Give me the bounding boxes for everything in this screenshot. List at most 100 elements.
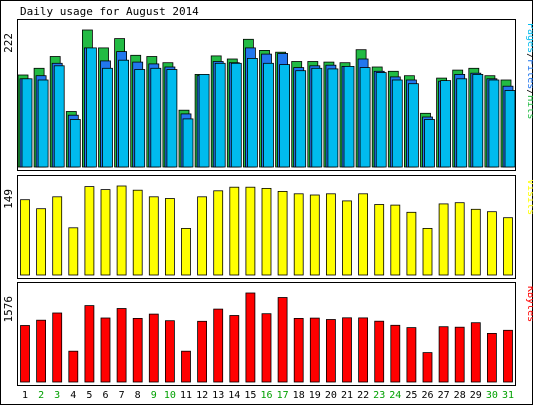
bar-pages-day-5 [86,47,97,168]
bar-kbytes-day-13 [213,308,224,383]
bar-pages-day-18 [295,70,307,168]
bar-kbytes-day-22 [358,317,369,383]
day-label-21: 21 [341,390,353,401]
bar-kbytes-day-7 [116,308,127,383]
bar-pages-day-24 [391,79,403,168]
bar-pages-day-16 [263,62,274,168]
bar-kbytes-day-2 [36,319,46,383]
bar-kbytes-day-17 [277,297,288,383]
ylabel-part-3: / [525,89,533,95]
bar-pages-day-9 [150,67,162,168]
bar-visits-day-11 [181,227,191,276]
ylabel-part-0: Pages [525,23,533,53]
bar-kbytes-day-18 [293,317,304,383]
bar-visits-day-30 [486,211,497,276]
bar-kbytes-day-10 [164,320,175,383]
bar-pages-day-21 [343,66,355,168]
panel-frame-kbytes [17,282,516,386]
day-label-2: 2 [38,390,44,401]
day-label-3: 3 [54,390,60,401]
bar-pages-day-7 [118,59,129,168]
day-label-13: 13 [212,390,224,401]
bar-pages-day-23 [375,72,387,168]
day-label-11: 11 [180,390,192,401]
bar-kbytes-day-29 [470,322,481,383]
bar-visits-day-3 [52,196,63,276]
bar-kbytes-day-25 [406,327,417,383]
bar-kbytes-day-11 [181,350,191,383]
ylabel-part-2: Files [525,59,533,89]
bar-pages-day-8 [134,69,146,168]
bar-visits-day-19 [309,194,320,276]
day-label-12: 12 [196,390,208,401]
bar-pages-day-22 [359,67,371,168]
bar-visits-day-14 [229,186,240,276]
day-label-31: 31 [502,390,514,401]
bar-visits-day-21 [342,200,352,276]
bar-visits-day-27 [438,203,449,276]
bar-pages-day-31 [504,90,516,168]
bar-pages-day-20 [327,68,339,168]
ylabel-hits-files-pages: Pages/Files/Hits [525,23,533,119]
day-label-9: 9 [151,390,157,401]
day-label-28: 28 [454,390,466,401]
bar-kbytes-day-1 [20,325,30,383]
bar-kbytes-day-26 [422,352,433,383]
bar-kbytes-day-16 [261,313,272,383]
bar-pages-day-19 [311,67,323,168]
bar-pages-day-14 [230,62,242,168]
bar-visits-day-20 [325,193,336,276]
day-label-16: 16 [260,390,272,401]
bar-visits-day-26 [422,227,433,276]
day-label-18: 18 [293,390,305,401]
bar-visits-day-8 [132,189,143,276]
ylabel-kbytes: KBytes [525,286,533,322]
day-label-7: 7 [119,390,125,401]
bar-kbytes-day-5 [84,305,95,383]
chart-title: Daily usage for August 2014 [20,5,199,18]
ylabel-part-0: Visits [525,179,533,215]
bar-kbytes-day-4 [68,350,79,383]
bar-pages-day-13 [214,62,226,168]
bar-kbytes-day-12 [197,320,208,383]
day-label-1: 1 [22,390,28,401]
day-label-29: 29 [470,390,482,401]
ylabel-part-4: Hits [525,95,533,119]
bar-visits-day-5 [84,186,95,276]
bar-visits-day-28 [454,202,465,276]
bar-visits-day-18 [293,193,304,276]
bar-visits-day-29 [470,208,481,276]
day-label-8: 8 [135,390,141,401]
ylabel-part-0: KBytes [525,286,533,322]
day-label-5: 5 [86,390,92,401]
bar-visits-day-23 [374,204,385,276]
bar-visits-day-15 [245,186,256,276]
bar-pages-day-25 [407,83,419,168]
bar-visits-day-10 [164,198,175,276]
bar-pages-day-15 [246,58,258,168]
bar-kbytes-day-8 [132,317,143,383]
panel-frame-visits [17,175,516,279]
bar-visits-day-31 [503,217,513,276]
day-label-23: 23 [373,390,385,401]
bar-kbytes-day-9 [148,313,159,383]
bar-visits-day-9 [148,196,159,276]
bar-kbytes-day-23 [374,320,385,383]
ylabel-visits: Visits [525,179,533,215]
day-label-6: 6 [102,390,108,401]
bar-kbytes-day-24 [390,324,401,383]
bar-pages-day-26 [424,119,435,168]
bar-visits-day-17 [277,190,288,276]
bar-pages-day-17 [279,64,291,168]
bar-kbytes-day-20 [325,319,336,383]
bar-visits-day-24 [390,204,401,276]
day-label-26: 26 [421,390,433,401]
day-label-20: 20 [325,390,337,401]
bar-visits-day-13 [213,190,224,276]
bar-kbytes-day-21 [342,317,352,383]
day-label-25: 25 [405,390,417,401]
bar-pages-day-3 [53,65,65,168]
bar-visits-day-12 [197,196,208,276]
